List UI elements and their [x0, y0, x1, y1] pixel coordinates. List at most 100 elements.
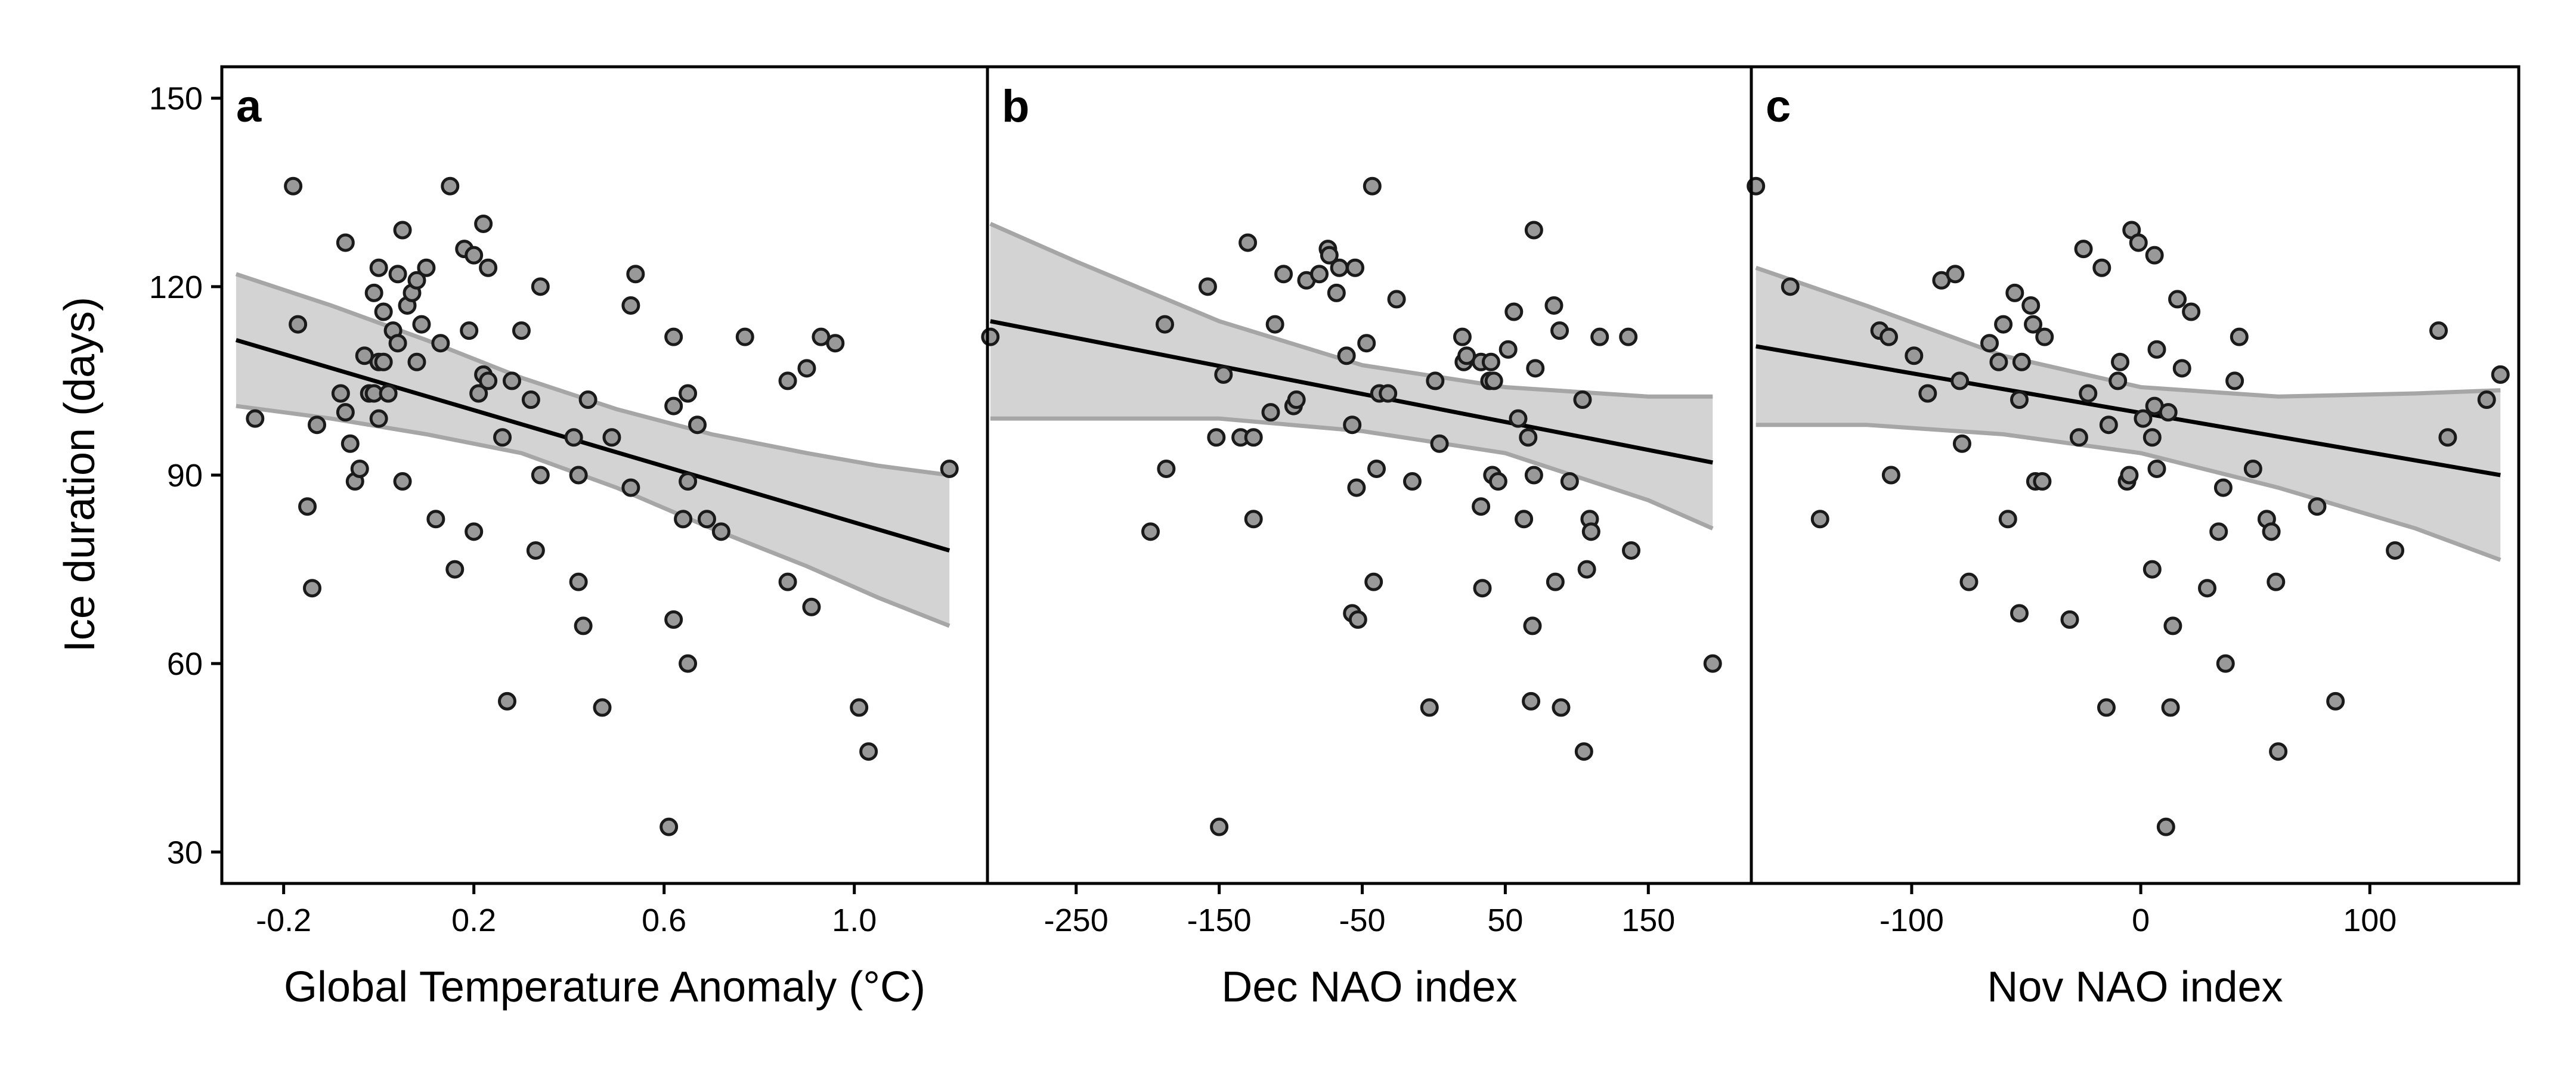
data-point	[2156, 817, 2175, 836]
data-point	[1347, 478, 1366, 497]
data-point	[289, 315, 308, 334]
data-point	[1472, 497, 1491, 516]
data-point	[1346, 258, 1365, 277]
x-axis-title: Nov NAO index	[1987, 963, 2283, 1011]
data-point	[2159, 403, 2178, 422]
confidence-lower-bound	[236, 404, 950, 628]
x-axis-title: Global Temperature Anomaly (°C)	[284, 963, 925, 1011]
panel-b: b -250 -150 -50 50 150 Dec NAO index	[981, 65, 1753, 1011]
data-point	[308, 415, 327, 435]
data-point	[469, 384, 488, 403]
data-point	[1522, 691, 1541, 711]
data-point	[2010, 390, 2029, 410]
data-point	[1310, 265, 1329, 284]
data-point	[393, 472, 412, 491]
data-point	[331, 384, 350, 403]
data-point	[578, 390, 597, 410]
data-point	[1546, 572, 1565, 591]
data-point	[340, 434, 360, 453]
data-point	[1619, 327, 1638, 346]
data-point	[569, 466, 588, 485]
data-point	[2147, 459, 2166, 478]
data-point	[981, 327, 1000, 346]
data-point	[460, 321, 479, 340]
data-point	[431, 334, 450, 353]
data-point	[2134, 409, 2153, 428]
y-tick-label: 120	[149, 269, 203, 305]
data-point	[1524, 466, 1543, 485]
data-point	[664, 610, 683, 629]
data-point	[2161, 698, 2180, 717]
data-point	[1363, 176, 1382, 196]
data-point	[417, 258, 436, 277]
confidence-upper-bound	[235, 272, 950, 477]
data-point	[679, 384, 698, 403]
data-point	[512, 321, 531, 340]
data-point	[479, 371, 498, 390]
data-point	[465, 522, 484, 541]
data-point	[1810, 510, 1829, 529]
data-point	[602, 428, 621, 447]
x-tick-label: -0.2	[256, 903, 311, 938]
data-point	[2012, 352, 2031, 371]
data-point	[474, 214, 493, 233]
data-point	[679, 654, 698, 673]
data-point	[1141, 522, 1160, 541]
data-point	[2262, 522, 2281, 541]
y-tick-label: 60	[167, 646, 203, 682]
data-point	[1320, 246, 1339, 265]
data-point	[2142, 428, 2162, 447]
data-point	[407, 352, 426, 371]
data-point	[1560, 472, 1579, 491]
data-point	[2172, 359, 2191, 378]
data-point	[1402, 472, 1422, 491]
data-point	[1946, 265, 1965, 284]
data-point	[2021, 296, 2041, 315]
data-point	[1155, 315, 1174, 334]
x-tick-label: -150	[1187, 903, 1252, 938]
data-point	[1210, 817, 1229, 836]
data-point	[2099, 415, 2118, 435]
data-point	[859, 742, 878, 761]
data-point	[2069, 428, 2088, 447]
data-point	[1950, 371, 1970, 390]
data-point	[1239, 233, 1258, 252]
confidence-band	[1755, 268, 2501, 560]
data-point	[1515, 510, 1534, 529]
data-point	[1244, 510, 1263, 529]
data-point	[350, 459, 369, 478]
data-point	[2129, 233, 2148, 252]
data-point	[1880, 327, 1899, 346]
regression-line	[235, 338, 950, 553]
data-point	[2010, 604, 2029, 623]
data-point	[660, 817, 679, 836]
data-point	[2243, 459, 2262, 478]
data-point	[2035, 327, 2054, 346]
data-point	[688, 415, 707, 435]
data-point	[1387, 290, 1406, 309]
data-point	[697, 510, 716, 529]
data-point	[2230, 327, 2249, 346]
data-point	[1989, 352, 2008, 371]
confidence-lower-bound	[1755, 423, 2501, 562]
x-tick-label: 100	[2343, 903, 2397, 938]
confidence-upper-bound	[989, 222, 1713, 399]
data-point	[369, 409, 388, 428]
data-point	[1481, 352, 1500, 371]
data-point	[465, 246, 484, 265]
data-point	[1330, 258, 1349, 277]
data-point	[2308, 497, 2327, 516]
data-point	[2267, 572, 2286, 591]
data-point	[2213, 478, 2233, 497]
data-point	[1504, 302, 1524, 321]
y-tick-label: 30	[167, 835, 203, 870]
data-point	[2142, 560, 2162, 579]
y-tick-label: 150	[149, 81, 203, 117]
data-point	[621, 478, 640, 497]
panel-a: a -0.2 0.2 0.6 1.0 Global Temperature Anomaly…	[149, 65, 989, 1011]
x-tick-label: -100	[1880, 903, 1944, 938]
data-point	[1484, 371, 1503, 390]
data-point	[564, 428, 583, 447]
data-point	[1265, 315, 1284, 334]
data-point	[374, 302, 393, 321]
